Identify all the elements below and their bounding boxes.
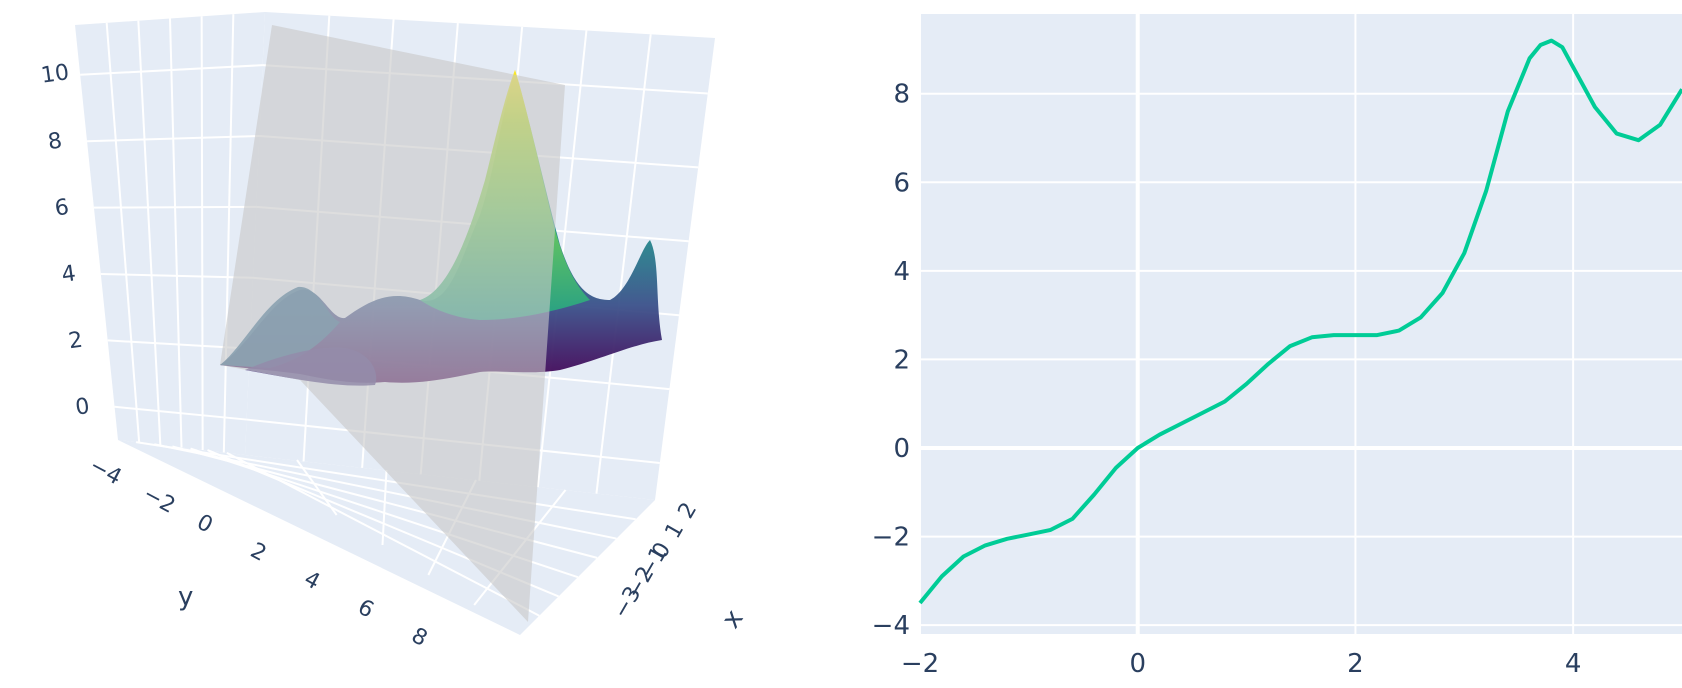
- y-tick-label: −2: [872, 523, 910, 553]
- y-tick-label: 6: [893, 168, 910, 198]
- y-tick-label: 8: [893, 80, 910, 110]
- floor-gridline-x: [207, 449, 292, 486]
- floor-gridline-x: [296, 459, 338, 516]
- z-tick-label: 0: [74, 394, 91, 421]
- y-gridline-wall: [222, 14, 235, 453]
- y-gridline-wall: [137, 20, 162, 446]
- x-tick-label: 2: [1347, 649, 1364, 679]
- floor-gridline-x: [381, 469, 388, 546]
- y-tick-label: −4: [85, 453, 125, 490]
- slice-plane: [220, 25, 565, 622]
- z-tick-label: 4: [60, 261, 77, 288]
- x-tick-label: 2: [674, 498, 703, 523]
- back-wall-left: [75, 12, 265, 455]
- z-tick-label: 6: [53, 195, 70, 222]
- plot-background: [920, 14, 1682, 634]
- x-tick-label: 0: [1129, 649, 1146, 679]
- line-gridlines: [919, 14, 1682, 634]
- y-tick-label: 4: [300, 567, 324, 596]
- x-tick-label: 4: [1565, 649, 1582, 679]
- surface-3d-chart[interactable]: 0 2 4 6 8 10 −4 −2 0 2 4 6 8 y −3 −2 −1 0 1 2 x: [0, 0, 800, 684]
- y-tick-label: 8: [407, 623, 431, 652]
- y-tick-label: 2: [893, 345, 910, 375]
- x-gridline-wall: [595, 34, 652, 494]
- y-gridline-wall: [200, 16, 204, 451]
- y-tick-label: −4: [872, 611, 910, 641]
- y-tick-label: 0: [893, 434, 910, 464]
- y-tick-label: 2: [246, 538, 270, 567]
- x-axis-title: x: [716, 604, 749, 634]
- line-tick-labels: −4 −2 0 2 4 6 8 −2 0 2 4: [872, 80, 1582, 679]
- x-tick-label: −2: [901, 649, 939, 679]
- z-tick-label: 10: [40, 60, 71, 89]
- y-tick-label: −2: [139, 482, 179, 519]
- line-chart-svg[interactable]: −4 −2 0 2 4 6 8 −2 0 2 4: [840, 0, 1682, 684]
- x-tick-label: 1: [661, 518, 690, 543]
- y-tick-label: 4: [893, 257, 910, 287]
- z-tick-label: 2: [67, 328, 84, 355]
- y-axis-title: y: [178, 582, 193, 612]
- line-chart[interactable]: −4 −2 0 2 4 6 8 −2 0 2 4: [840, 0, 1682, 684]
- y-tick-label: 6: [354, 595, 378, 624]
- y-gridline-wall: [169, 18, 183, 448]
- z-tick-label: 8: [46, 128, 63, 155]
- series-line[interactable]: [918, 38, 1682, 605]
- y-tick-label: 0: [193, 510, 217, 539]
- y-gridline-wall: [105, 22, 141, 443]
